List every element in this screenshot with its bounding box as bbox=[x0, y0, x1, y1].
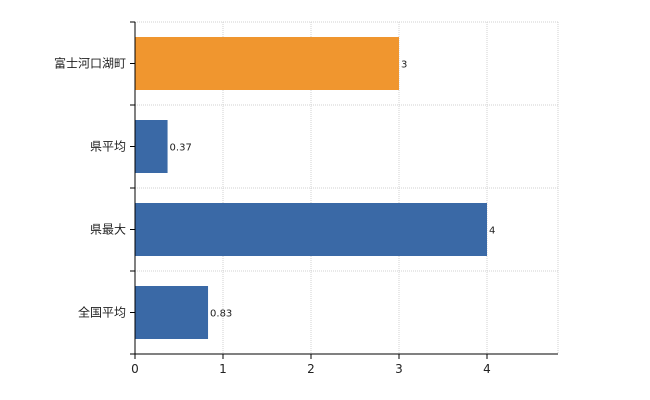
labels: 富士河口湖町 3 県平均 0.37 県最大 4 全国平均 0.83 0 1 2 3 4 bbox=[54, 56, 495, 377]
x-tick-label: 2 bbox=[307, 362, 315, 376]
axes bbox=[130, 21, 558, 359]
x-tick-label: 0 bbox=[131, 362, 139, 376]
data-label: 3 bbox=[401, 60, 407, 71]
data-label: 4 bbox=[489, 226, 495, 237]
bar bbox=[135, 286, 209, 339]
bar bbox=[135, 203, 487, 256]
data-label: 0.83 bbox=[210, 309, 232, 320]
data-label: 0.37 bbox=[170, 143, 192, 154]
category-label: 全国平均 bbox=[78, 305, 126, 320]
bar bbox=[135, 120, 168, 173]
bars bbox=[135, 37, 487, 339]
x-tick-label: 4 bbox=[483, 362, 491, 376]
gridlines bbox=[135, 21, 559, 354]
x-tick-label: 3 bbox=[395, 362, 403, 376]
bar bbox=[135, 37, 399, 90]
x-tick-label: 1 bbox=[219, 362, 227, 376]
category-label: 県平均 bbox=[90, 140, 126, 154]
category-label: 県最大 bbox=[90, 223, 126, 237]
category-label: 富士河口湖町 bbox=[54, 56, 126, 71]
